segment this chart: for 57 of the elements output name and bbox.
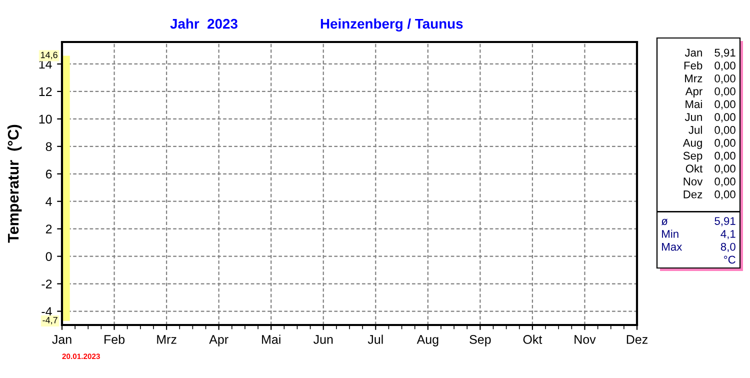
x-tick-label: Jun [313,335,333,344]
category-label: Dez [684,190,702,198]
x-tick-label: Okt [523,334,542,344]
category-label: Feb [684,61,702,70]
text: 0,00 [714,126,736,136]
x-tick-label: Sep [470,335,491,346]
y-axis-title: Temperatur (°C) [7,124,22,243]
category-label: Jul [688,126,702,134]
text: ø [661,218,668,226]
category-label: Apr [685,88,702,98]
category-label: Jan [684,48,702,57]
text: 0,00 [714,138,736,148]
annotation: 14,6 [40,52,58,60]
x-tick-label: Mrz [157,335,176,344]
text: 4,1 [720,230,736,240]
x-tick-label: Mai [262,334,280,344]
x-tick-label: Feb [104,334,125,344]
category-label: Jun [684,113,702,122]
chart-title: Jahr 2023 [170,18,238,29]
y-tick-label: 6 [46,170,52,179]
annotation: -4,7 [42,317,58,324]
text: 0,00 [714,100,736,110]
text: 5,91 [714,217,736,226]
y-tick-label: -2 [42,280,52,288]
x-tick-label: Aug [416,335,438,346]
chart-subtitle: Heinzenberg / Taunus [320,18,463,32]
category-label: Sep [683,152,702,162]
text: 8,0 [720,242,736,252]
category-label: Mai [686,100,702,108]
category-label: Nov [684,178,703,186]
text: 0,00 [714,190,736,200]
category-label: Aug [682,139,702,149]
text: 0,00 [714,113,736,122]
y-tick-label: 8 [46,142,52,152]
x-tick-label: Jan [52,335,72,344]
category-label: Mrz [685,74,702,82]
x-tick-label: Dez [626,335,648,344]
y-tick-label: -4 [42,307,52,316]
text: 0,00 [714,74,736,84]
y-tick-label: 4 [46,197,52,206]
text: Min [662,230,678,238]
y-tick-label: 10 [39,114,52,124]
x-tick-label: Jul [368,334,383,344]
text: 5,91 [714,48,736,58]
text: Max [662,242,682,251]
text: 0,00 [714,178,736,187]
y-tick-label: 12 [39,87,52,96]
text: °C [724,256,736,264]
text: 0,00 [714,87,736,97]
text: 0,00 [714,62,736,71]
y-tick-label: 2 [46,224,52,234]
text: 0,00 [714,164,736,174]
category-label: Okt [686,164,703,173]
x-tick-label: Nov [574,335,596,344]
x-tick-label: Apr [209,335,228,346]
text: 0,00 [714,152,736,161]
y-tick-label: 0 [46,252,52,261]
